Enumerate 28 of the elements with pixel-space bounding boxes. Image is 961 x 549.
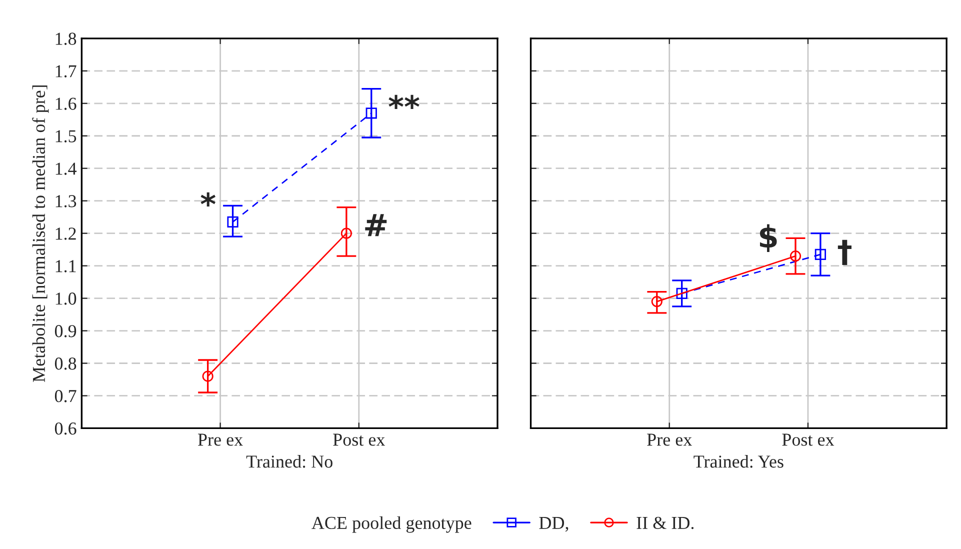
annotation: # — [365, 214, 387, 236]
annotation: † — [838, 240, 852, 266]
y-tick-label: 1.5 — [56, 130, 76, 142]
y-tick-label: 1.3 — [56, 195, 76, 208]
x-tick-label: Post ex — [333, 434, 386, 446]
y-tick-label: 1.8 — [56, 32, 76, 45]
y-tick-label: 0.9 — [54, 325, 76, 338]
annotation: $ — [760, 224, 777, 252]
legend-label: II & ID. — [636, 516, 694, 530]
y-tick-label: 0.7 — [54, 390, 76, 402]
y-tick-label: 1.7 — [56, 65, 76, 78]
y-tick-label: 0.6 — [54, 422, 76, 435]
x-axis-title: Trained: Yes — [694, 455, 784, 468]
y-tick-label: 0.8 — [54, 358, 76, 370]
legend-label: DD, — [539, 517, 568, 532]
y-tick-label: 1.4 — [56, 162, 77, 175]
annotation: * — [200, 192, 216, 207]
y-tick-label: 1.0 — [56, 292, 76, 305]
legend-title: ACE pooled genotype — [312, 516, 472, 533]
x-tick-label: Pre ex — [647, 434, 692, 446]
x-tick-label: Pre ex — [198, 434, 243, 446]
annotation: ** — [388, 94, 420, 110]
x-tick-label: Post ex — [782, 434, 834, 446]
x-axis-title: Trained: No — [246, 455, 332, 468]
y-tick-label: 1.6 — [56, 98, 76, 110]
y-tick-label: 1.2 — [56, 228, 76, 240]
y-tick-label: 1.1 — [56, 260, 76, 272]
y-axis-title: Metabolite [normalised to median of pre] — [32, 86, 49, 382]
